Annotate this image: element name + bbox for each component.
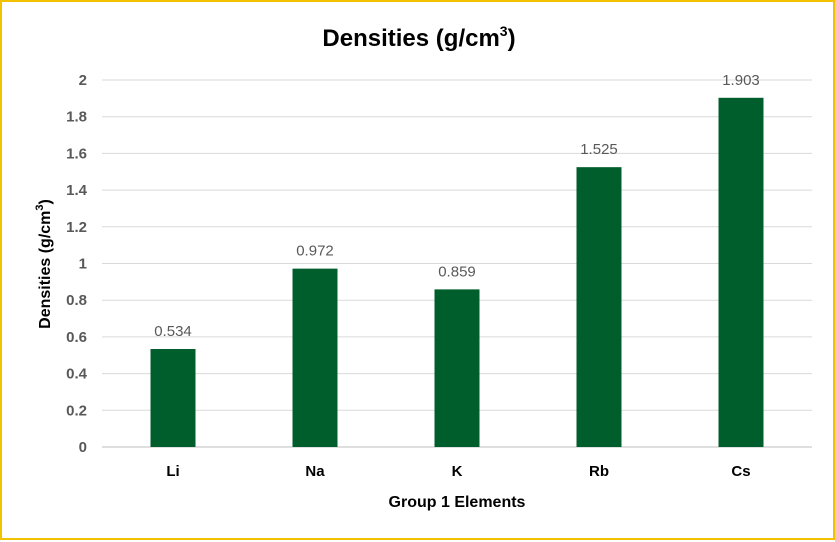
data-label-na: 0.972 [296,243,334,260]
y-tick-label: 0.8 [66,292,87,309]
x-axis-label: Group 1 Elements [389,494,526,511]
y-tick-label: 0.6 [66,329,87,346]
data-label-rb: 1.525 [580,141,618,158]
x-tick-label-li: Li [166,463,179,480]
y-tick-label: 1.8 [66,109,87,126]
chart-title-sup: 3 [500,23,508,39]
data-label-cs: 1.903 [722,72,760,89]
data-labels: 0.534 0.972 0.859 1.525 1.903 [154,72,760,340]
data-label-k: 0.859 [438,263,476,280]
chart-title: Densities (g/cm3) [322,23,515,52]
x-tick-label-na: Na [305,463,325,480]
data-label-li: 0.534 [154,323,192,340]
y-tick-label: 0.4 [66,366,88,383]
y-tick-label: 1 [79,256,87,273]
bar-cs [718,97,764,447]
y-tick-label: 0.2 [66,402,87,419]
bar-li [150,349,196,447]
y-tick-label: 1.2 [66,219,87,236]
x-tick-label-cs: Cs [731,463,750,480]
bars [150,97,764,447]
y-axis-label: Densities (g/cm3) [34,199,54,329]
y-tick-label: 0 [79,439,87,456]
y-axis-label-end: ) [37,199,54,204]
y-tick-label: 2 [79,72,87,89]
bar-rb [576,167,622,447]
y-axis-label-sup: 3 [34,204,46,210]
y-tick-label: 1.4 [66,182,88,199]
chart-title-main: Densities (g/cm [322,25,499,52]
x-tick-labels: Li Na K Rb Cs [166,463,750,480]
bar-k [434,289,480,447]
chart-title-end: ) [508,25,516,52]
y-tick-label: 1.6 [66,145,87,162]
x-tick-label-rb: Rb [589,463,609,480]
bar-na [292,268,338,447]
y-tick-labels: 0 0.2 0.4 0.6 0.8 1 1.2 1.4 1.6 1.8 2 [66,72,88,456]
y-axis-label-main: Densities (g/cm [37,211,54,329]
x-tick-label-k: K [452,463,463,480]
